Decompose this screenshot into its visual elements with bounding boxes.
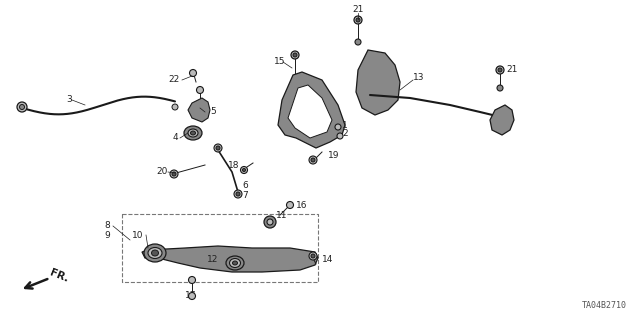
- Text: 5: 5: [210, 108, 216, 116]
- Circle shape: [291, 51, 299, 59]
- Text: 12: 12: [207, 256, 218, 264]
- Circle shape: [241, 167, 248, 174]
- Circle shape: [264, 216, 276, 228]
- Circle shape: [497, 85, 503, 91]
- Text: 10: 10: [131, 231, 143, 240]
- Polygon shape: [356, 50, 400, 115]
- Polygon shape: [288, 85, 332, 138]
- Text: 21: 21: [352, 5, 364, 14]
- Circle shape: [172, 172, 176, 176]
- Circle shape: [498, 68, 502, 72]
- Text: 14: 14: [322, 256, 333, 264]
- Text: 15: 15: [273, 57, 285, 66]
- Text: 2: 2: [342, 130, 348, 138]
- Circle shape: [243, 168, 246, 172]
- Circle shape: [355, 39, 361, 45]
- Ellipse shape: [152, 250, 159, 256]
- Text: 13: 13: [413, 73, 424, 83]
- Circle shape: [309, 156, 317, 164]
- Ellipse shape: [191, 131, 195, 135]
- Circle shape: [267, 219, 273, 225]
- Circle shape: [496, 66, 504, 74]
- Circle shape: [287, 202, 294, 209]
- Ellipse shape: [232, 261, 237, 265]
- Ellipse shape: [144, 244, 166, 262]
- Text: 1: 1: [342, 121, 348, 130]
- Text: 4: 4: [172, 133, 178, 143]
- Text: 9: 9: [104, 231, 110, 240]
- Text: 11: 11: [276, 211, 287, 220]
- Text: 18: 18: [227, 160, 239, 169]
- Text: 22: 22: [169, 76, 180, 85]
- Ellipse shape: [184, 126, 202, 140]
- Text: 16: 16: [296, 201, 307, 210]
- Circle shape: [189, 70, 196, 77]
- Circle shape: [356, 18, 360, 22]
- Circle shape: [309, 252, 317, 260]
- Circle shape: [311, 158, 315, 162]
- Text: 8: 8: [104, 221, 110, 231]
- Circle shape: [19, 105, 24, 109]
- Circle shape: [354, 16, 362, 24]
- Text: 17: 17: [185, 291, 196, 300]
- Circle shape: [293, 53, 297, 57]
- Ellipse shape: [230, 258, 241, 268]
- Circle shape: [234, 190, 242, 198]
- Circle shape: [311, 254, 315, 258]
- Circle shape: [170, 170, 178, 178]
- Text: FR.: FR.: [48, 268, 70, 284]
- Text: 20: 20: [157, 167, 168, 176]
- Circle shape: [214, 144, 222, 152]
- Circle shape: [189, 277, 195, 284]
- Circle shape: [335, 124, 341, 130]
- Circle shape: [172, 104, 178, 110]
- Ellipse shape: [226, 256, 244, 270]
- Polygon shape: [188, 98, 210, 122]
- Circle shape: [17, 102, 27, 112]
- Text: TA04B2710: TA04B2710: [582, 301, 627, 310]
- Circle shape: [189, 293, 195, 300]
- Circle shape: [236, 192, 240, 196]
- Ellipse shape: [188, 129, 198, 137]
- Polygon shape: [278, 72, 345, 148]
- Text: 6: 6: [242, 182, 248, 190]
- Text: 7: 7: [242, 190, 248, 199]
- Ellipse shape: [148, 248, 162, 258]
- Polygon shape: [490, 105, 514, 135]
- Circle shape: [196, 86, 204, 93]
- Text: 19: 19: [328, 151, 339, 160]
- Circle shape: [337, 133, 343, 139]
- Polygon shape: [142, 246, 318, 272]
- Circle shape: [216, 146, 220, 150]
- Text: 21: 21: [506, 65, 517, 75]
- Text: 3: 3: [67, 95, 72, 105]
